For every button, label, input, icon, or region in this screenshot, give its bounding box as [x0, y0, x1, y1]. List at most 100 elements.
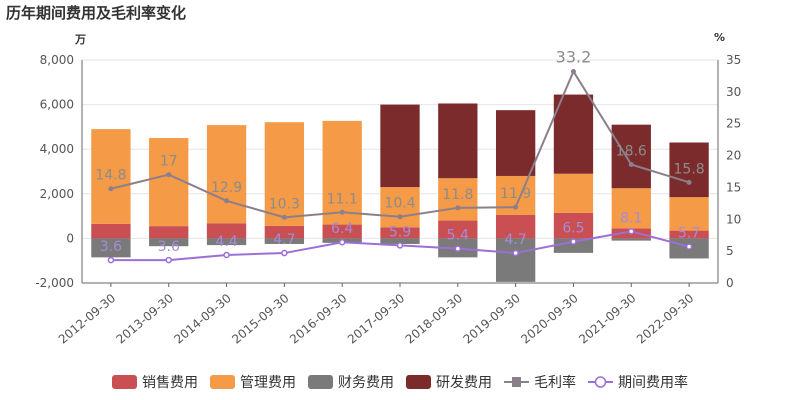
- x-tick-label: 2015-09-30: [229, 291, 291, 347]
- bar-销售费用: [149, 226, 189, 239]
- legend-line-icon: [588, 376, 613, 388]
- point-毛利率: [686, 179, 692, 185]
- legend-swatch: [210, 375, 235, 389]
- data-label-期间费用率: 5.7: [678, 226, 700, 242]
- x-tick-label: 2018-09-30: [403, 291, 465, 347]
- right-tick-label: 5: [726, 244, 734, 258]
- bar-财务费用: [91, 238, 131, 258]
- right-tick-label: 15: [726, 180, 741, 194]
- data-label-期间费用率: 5.9: [389, 224, 411, 240]
- data-label-毛利率: 14.8: [95, 168, 126, 184]
- right-tick-label: 20: [726, 149, 741, 163]
- bar-销售费用: [206, 223, 247, 239]
- point-毛利率: [281, 214, 287, 220]
- point-毛利率: [570, 68, 576, 74]
- bar-财务费用: [495, 238, 536, 282]
- bar-销售费用: [322, 224, 362, 239]
- data-label-期间费用率: 4.7: [505, 232, 527, 248]
- bar-销售费用: [438, 220, 478, 239]
- point-期间费用率: [570, 238, 577, 245]
- point-期间费用率: [107, 256, 115, 264]
- bar-管理费用: [206, 125, 247, 224]
- bar-财务费用: [553, 238, 594, 253]
- data-label-毛利率: 12.9: [211, 180, 242, 196]
- bar-管理费用: [322, 120, 362, 225]
- bar-管理费用: [438, 178, 478, 221]
- left-tick-label: -2,000: [35, 276, 74, 290]
- bar-管理费用: [264, 122, 305, 226]
- data-label-毛利率: 18.6: [616, 143, 647, 159]
- data-label-毛利率: 10.3: [269, 196, 300, 212]
- legend-item[interactable]: 研发费用: [406, 372, 492, 392]
- legend-item[interactable]: 期间费用率: [588, 372, 688, 392]
- left-tick-label: 6,000: [40, 98, 74, 112]
- bar-销售费用: [669, 230, 709, 239]
- x-tick-label: 2014-09-30: [171, 291, 233, 347]
- legend-swatch: [308, 375, 333, 389]
- legend-item[interactable]: 毛利率: [504, 372, 576, 392]
- point-毛利率: [455, 205, 461, 211]
- data-label-毛利率: 15.8: [674, 161, 705, 177]
- data-label-毛利率: 10.4: [384, 196, 415, 212]
- legend-label: 毛利率: [534, 375, 576, 391]
- left-tick-label: 0: [66, 231, 74, 245]
- bar-研发费用: [438, 103, 478, 179]
- legend-item[interactable]: 销售费用: [112, 372, 198, 392]
- bar-销售费用: [264, 225, 305, 239]
- legend-label: 研发费用: [436, 375, 492, 391]
- point-期间费用率: [685, 243, 693, 250]
- bar-管理费用: [553, 173, 594, 213]
- bar-财务费用: [380, 238, 420, 244]
- point-毛利率: [339, 209, 345, 215]
- data-label-毛利率: 11.8: [442, 187, 473, 203]
- point-期间费用率: [281, 249, 288, 257]
- bar-研发费用: [495, 110, 536, 176]
- legend-line-icon: [504, 377, 529, 387]
- bar-销售费用: [380, 227, 420, 239]
- data-label-期间费用率: 3.6: [158, 239, 180, 255]
- data-label-期间费用率: 3.6: [100, 239, 122, 255]
- point-期间费用率: [165, 256, 172, 264]
- data-label-期间费用率: 6.5: [562, 221, 584, 237]
- bar-管理费用: [91, 129, 131, 224]
- data-label-期间费用率: 5.4: [447, 228, 469, 244]
- bar-研发费用: [669, 142, 709, 198]
- point-毛利率: [224, 198, 230, 204]
- bar-研发费用: [380, 104, 420, 188]
- x-tick-label: 2013-09-30: [114, 291, 176, 347]
- point-期间费用率: [512, 249, 519, 257]
- bar-销售费用: [495, 214, 536, 239]
- x-tick-label: 2022-09-30: [634, 291, 696, 347]
- x-tick-label: 2021-09-30: [576, 291, 638, 347]
- bar-财务费用: [206, 238, 247, 246]
- right-axis-unit: %: [714, 31, 726, 44]
- bar-研发费用: [553, 94, 594, 174]
- legend-item[interactable]: 管理费用: [210, 372, 296, 392]
- bar-管理费用: [149, 138, 189, 227]
- bar-财务费用: [149, 238, 189, 247]
- legend-item[interactable]: 财务费用: [308, 372, 394, 392]
- bar-财务费用: [264, 238, 305, 244]
- point-毛利率: [628, 161, 634, 167]
- data-label-期间费用率: 4.4: [215, 234, 237, 250]
- bar-管理费用: [669, 197, 709, 231]
- point-毛利率: [513, 204, 519, 210]
- left-axis-unit: 万: [75, 33, 86, 46]
- point-毛利率: [108, 186, 114, 192]
- bar-财务费用: [611, 238, 651, 241]
- left-tick-label: 8,000: [40, 53, 74, 67]
- right-tick-label: 35: [726, 53, 741, 67]
- point-期间费用率: [396, 242, 404, 249]
- bar-管理费用: [611, 188, 651, 229]
- legend-label: 管理费用: [240, 375, 296, 391]
- x-tick-label: 2012-09-30: [56, 291, 118, 347]
- point-期间费用率: [454, 245, 462, 252]
- legend: 销售费用 管理费用 财务费用 研发费用 毛利率 期间费用率: [0, 372, 800, 392]
- bar-管理费用: [380, 187, 420, 228]
- x-tick-label: 2020-09-30: [518, 291, 580, 347]
- x-tick-label: 2019-09-30: [461, 291, 523, 347]
- legend-swatch: [406, 375, 431, 389]
- point-期间费用率: [338, 238, 346, 246]
- legend-swatch: [112, 375, 137, 389]
- data-label-期间费用率: 6.4: [331, 221, 353, 237]
